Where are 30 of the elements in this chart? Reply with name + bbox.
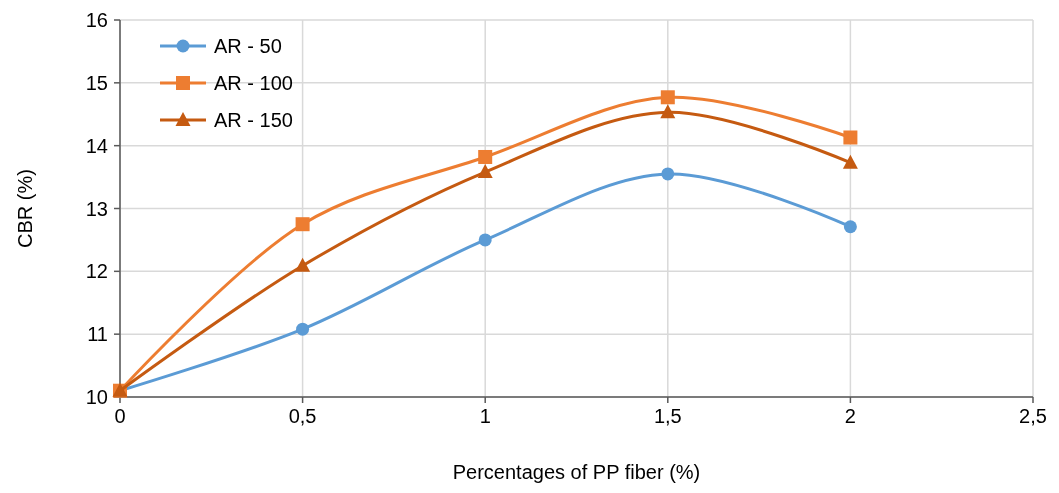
- y-tick-label: 11: [87, 323, 108, 346]
- point: [295, 217, 310, 232]
- y-tick-label: 16: [85, 9, 108, 31]
- x-tick-label: 1: [479, 405, 491, 427]
- y-tick-label: 12: [85, 260, 108, 283]
- point: [843, 130, 858, 145]
- point: [842, 154, 858, 169]
- y-tick-label: 14: [85, 134, 108, 157]
- point: [295, 257, 311, 272]
- y-tick-label: 15: [85, 71, 108, 94]
- legend-label: AR - 50: [214, 35, 282, 57]
- x-tick-label: 1,5: [653, 405, 682, 427]
- x-tick-label: 0,5: [288, 405, 317, 427]
- x-axis-title: Percentages of PP fiber (%): [452, 461, 701, 483]
- point: [661, 167, 675, 181]
- point: [296, 322, 310, 336]
- y-tick-label: 13: [85, 197, 108, 220]
- y-tick-label: 10: [85, 386, 108, 408]
- y-axis-title: CBR (%): [14, 169, 36, 248]
- point: [478, 149, 493, 164]
- legend-label: AR - 100: [214, 72, 293, 94]
- point: [478, 233, 492, 247]
- x-tick-label: 2,5: [1019, 405, 1047, 427]
- point: [660, 104, 676, 119]
- x-tick-label: 2: [844, 405, 856, 427]
- legend-label: AR - 150: [214, 109, 293, 131]
- point: [477, 164, 493, 179]
- x-tick-label: 0: [114, 405, 126, 427]
- point: [660, 90, 675, 105]
- point: [843, 220, 857, 234]
